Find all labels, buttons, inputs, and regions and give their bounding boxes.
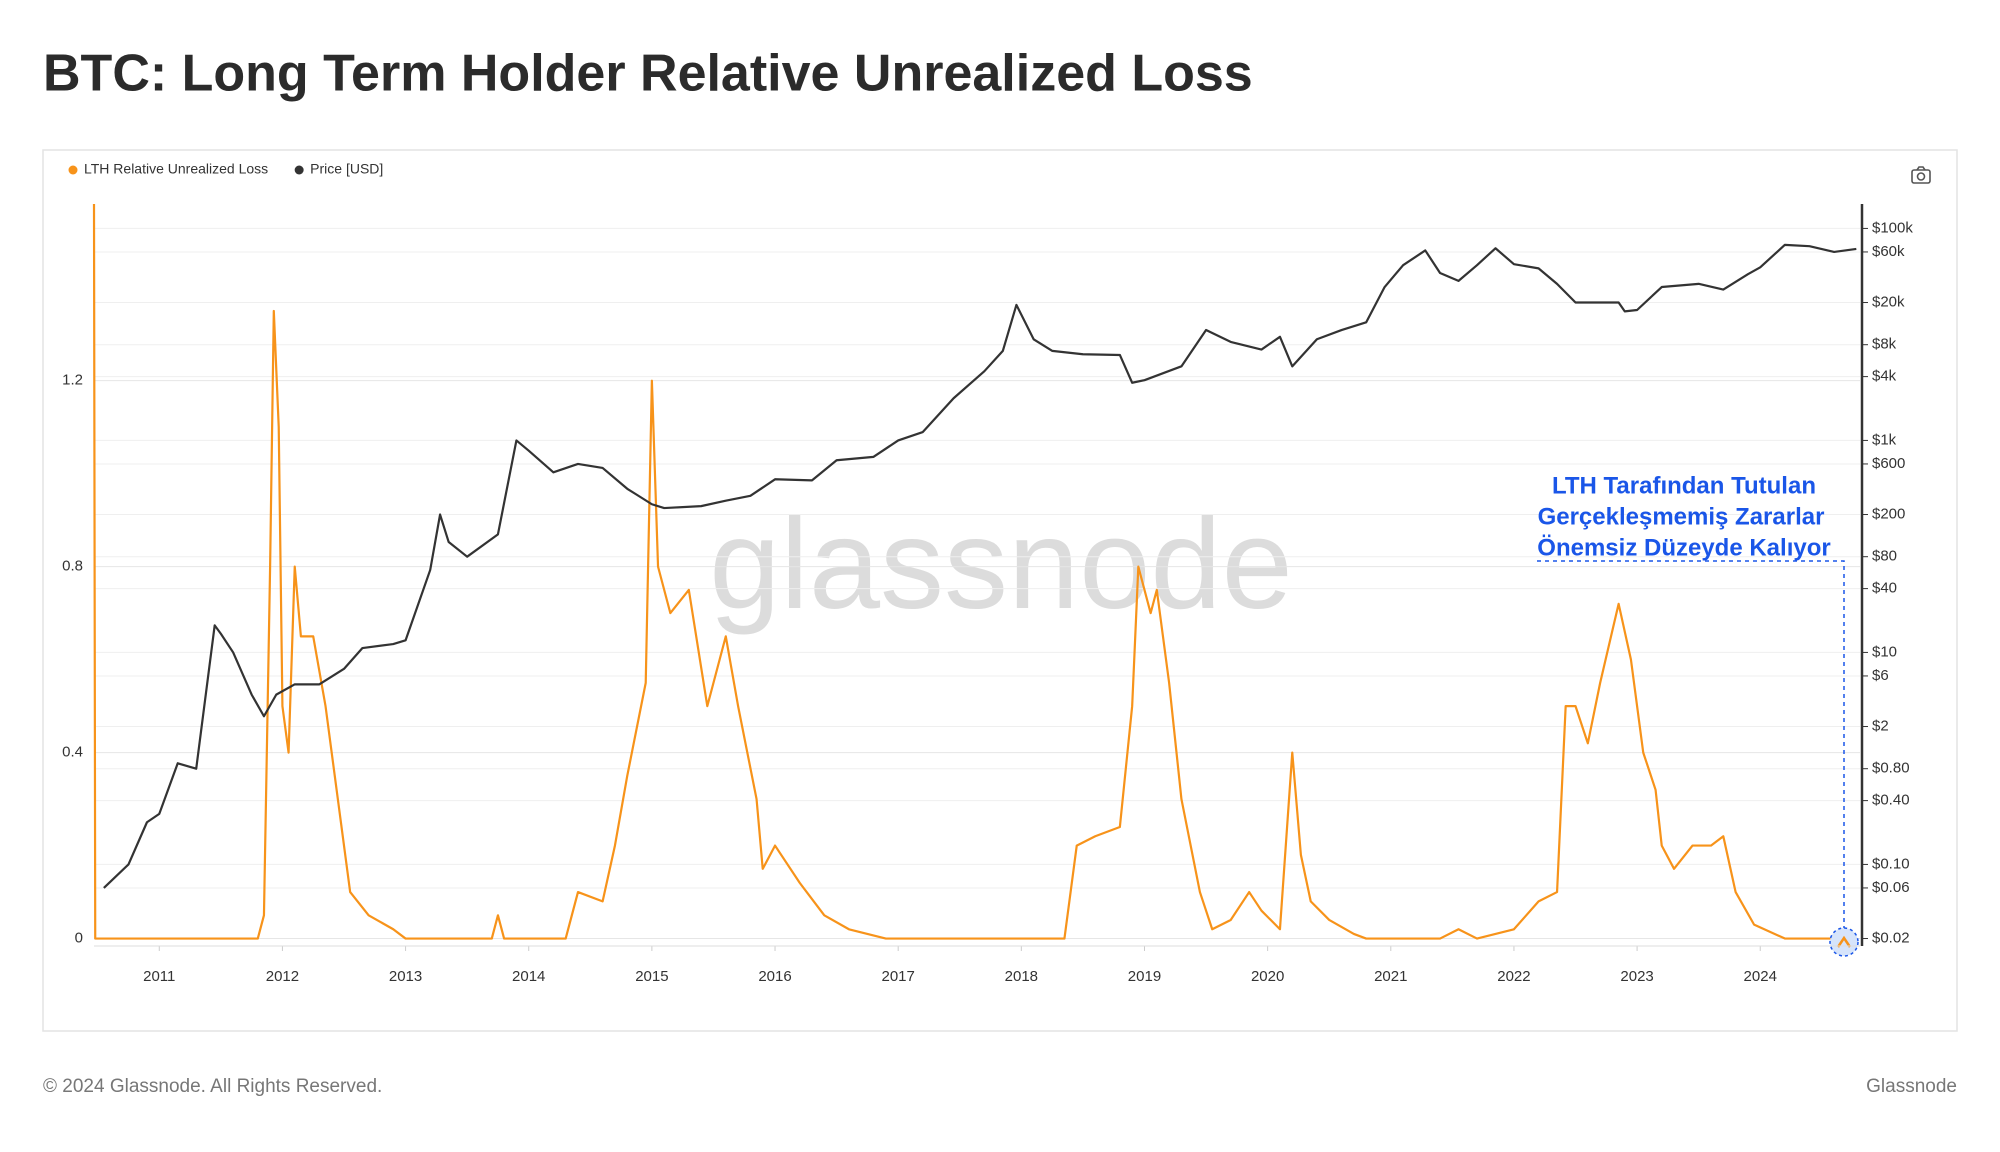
y2-tick-label: $2: [1872, 717, 1889, 734]
footer-copyright: © 2024 Glassnode. All Rights Reserved.: [43, 1076, 382, 1097]
legend-label: LTH Relative Unrealized Loss: [84, 161, 268, 177]
y2-tick-label: $0.40: [1872, 792, 1910, 809]
y-tick-label: 0.4: [62, 744, 83, 761]
y2-tick-label: $10: [1872, 643, 1897, 660]
y2-tick-label: $80: [1872, 548, 1897, 565]
x-tick-label: 2019: [1128, 968, 1161, 985]
camera-lens[interactable]: [1916, 172, 1926, 181]
y2-tick-label: $100k: [1872, 219, 1913, 236]
x-tick-label: 2018: [1005, 968, 1038, 985]
series-line: [92, 203, 1857, 940]
y2-tick-label: $600: [1872, 455, 1905, 472]
x-tick-label: 2011: [143, 968, 175, 985]
chart-frame: [42, 149, 1958, 1032]
x-tick-label: 2014: [512, 968, 545, 985]
x-tick-label: 2022: [1497, 968, 1530, 985]
annotation-marker: [1537, 560, 1859, 957]
y2-tick-label: $60k: [1872, 243, 1905, 260]
legend-label: Price [USD]: [310, 161, 383, 177]
x-tick-label: 2023: [1620, 968, 1653, 985]
annotation-arrow: [1836, 935, 1852, 948]
y-tick-label: 1.2: [62, 372, 83, 389]
y2-tick-label: $0.10: [1872, 855, 1910, 872]
annotation-leader: [1537, 560, 1845, 928]
x-tick-label: 2020: [1251, 968, 1284, 985]
y2-tick-label: $0.06: [1872, 879, 1910, 896]
annotation-line: LTH Tarafından Tutulan: [1552, 472, 1816, 499]
camera-top[interactable]: [1916, 166, 1926, 171]
x-tick-label: 2024: [1744, 968, 1777, 985]
x-tick-label: 2016: [758, 968, 791, 985]
y2-tick-label: $1k: [1872, 431, 1897, 448]
annotation: LTH Tarafından Tutulan Gerçekleşmemiş Za…: [1537, 472, 1830, 561]
x-tick-label: 2017: [881, 968, 914, 985]
chart-title: BTC: Long Term Holder Relative Unrealize…: [43, 45, 1253, 103]
annotation-circle: [1829, 927, 1859, 957]
annotation-line: Gerçekleşmemiş Zararlar: [1538, 503, 1825, 530]
y2-tick-label: $8k: [1872, 336, 1897, 353]
y2-tick-label: $4k: [1872, 368, 1897, 385]
series-line: [103, 243, 1857, 889]
legend-swatch: [68, 165, 78, 175]
camera-body[interactable]: [1911, 169, 1931, 184]
y-tick-label: 0: [75, 930, 83, 947]
y2-tick-label: $6: [1872, 667, 1889, 684]
plot-area: [92, 203, 1857, 940]
x-tick-label: 2015: [635, 968, 668, 985]
y2-tick-label: $0.02: [1872, 929, 1910, 946]
y2-tick-label: $200: [1872, 505, 1905, 522]
y-tick-label: 0.8: [62, 558, 83, 575]
x-tick-label: 2013: [389, 968, 422, 985]
annotation-line: Önemsiz Düzeyde Kalıyor: [1537, 534, 1830, 561]
x-tick-label: 2021: [1374, 968, 1407, 985]
x-tick-label: 2012: [266, 968, 299, 985]
y2-tick-label: $0.80: [1872, 760, 1910, 777]
watermark: glassnode: [709, 493, 1293, 636]
y2-tick-label: $20k: [1872, 293, 1905, 310]
footer-brand: Glassnode: [1866, 1076, 1957, 1097]
legend-swatch: [294, 165, 304, 175]
camera-icon[interactable]: [1911, 166, 1931, 184]
y2-tick-label: $40: [1872, 580, 1897, 597]
